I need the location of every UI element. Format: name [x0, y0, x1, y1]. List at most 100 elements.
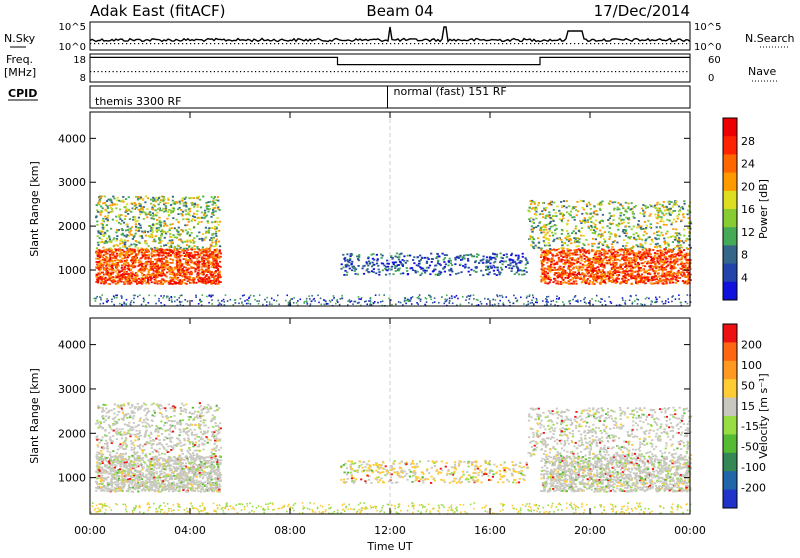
nave-dot [154, 71, 155, 72]
data-point [155, 197, 157, 199]
data-point [127, 283, 129, 285]
data-point [156, 219, 158, 221]
data-point [521, 274, 523, 276]
data-point [153, 274, 155, 276]
data-point [119, 259, 121, 261]
data-point [161, 275, 163, 277]
noise-search-dot [622, 43, 623, 44]
data-point [551, 249, 553, 251]
data-point [655, 207, 657, 209]
data-point [160, 273, 162, 275]
data-point [562, 279, 564, 281]
data-point [577, 273, 579, 275]
data-point [617, 259, 619, 261]
data-point [583, 209, 585, 211]
data-point [566, 230, 568, 232]
noise-search-dot [610, 43, 611, 44]
nave-dot [675, 71, 676, 72]
data-point [589, 204, 591, 206]
data-point [184, 255, 186, 257]
data-point [600, 204, 602, 206]
data-point [417, 257, 419, 259]
data-point [590, 208, 592, 210]
data-point [661, 264, 663, 266]
nave-dot [120, 71, 121, 72]
data-point [126, 247, 128, 249]
radar-title: Adak East (fitACF) [90, 2, 225, 20]
data-point [558, 210, 560, 212]
data-point [426, 267, 428, 269]
nave-dot [480, 71, 481, 72]
data-point [172, 280, 174, 282]
data-point [95, 267, 97, 269]
data-point [345, 266, 347, 268]
noise-search-dot [426, 43, 427, 44]
data-point [680, 253, 682, 255]
data-point [571, 217, 573, 219]
data-point [622, 207, 624, 209]
data-point [172, 251, 174, 253]
data-point [611, 281, 613, 283]
data-point [661, 274, 663, 276]
data-point [563, 247, 565, 249]
data-point [675, 221, 677, 223]
data-point [174, 255, 176, 257]
data-point [670, 208, 672, 210]
nave-dot [195, 71, 196, 72]
data-point [575, 206, 577, 208]
data-point [96, 252, 98, 254]
noise-search-dot [438, 43, 439, 44]
data-point [593, 222, 595, 224]
data-point [443, 259, 445, 261]
data-point [449, 274, 451, 276]
data-point [627, 222, 629, 224]
data-point [111, 265, 113, 267]
data-point [156, 212, 158, 214]
data-point [358, 265, 360, 267]
noise-search-dot [574, 43, 575, 44]
data-point [579, 249, 581, 251]
data-point [675, 229, 677, 231]
data-point [685, 240, 687, 242]
nave-dot [536, 71, 537, 72]
data-point [468, 267, 470, 269]
data-point [586, 205, 588, 207]
data-point [593, 257, 595, 259]
data-point [168, 214, 170, 216]
data-point [133, 235, 135, 237]
data-point [677, 253, 679, 255]
data-point [213, 272, 215, 274]
nave-dot [251, 71, 252, 72]
data-point [544, 253, 546, 255]
data-point [570, 211, 572, 213]
nave-dot [476, 71, 477, 72]
data-point [131, 249, 133, 251]
data-point [156, 281, 158, 283]
data-point [193, 206, 195, 208]
data-point [631, 266, 633, 268]
data-point [376, 260, 378, 262]
data-point [343, 258, 345, 260]
data-point [592, 281, 594, 283]
data-point [438, 255, 440, 257]
data-point [148, 235, 150, 237]
data-point [135, 223, 137, 225]
data-point [110, 228, 112, 230]
data-point [533, 201, 535, 203]
data-point [543, 256, 545, 258]
data-point [555, 225, 557, 227]
data-point [120, 250, 122, 252]
data-point [610, 264, 612, 266]
data-point [553, 220, 555, 222]
data-point [568, 213, 570, 215]
data-point [154, 240, 156, 242]
data-point [606, 260, 608, 262]
nave-dot [146, 71, 147, 72]
data-point [558, 259, 560, 261]
data-point [564, 277, 566, 279]
data-point [372, 253, 374, 255]
data-point [667, 244, 669, 246]
data-point [656, 278, 658, 280]
data-point [203, 260, 205, 262]
data-point [148, 245, 150, 247]
